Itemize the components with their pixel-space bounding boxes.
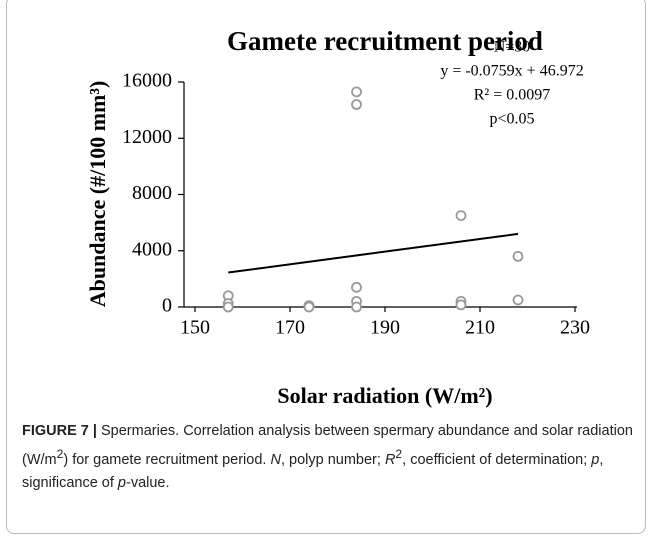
trend-line bbox=[228, 232, 519, 274]
chart: Gamete recruitment period Solar radiatio… bbox=[85, 26, 590, 408]
point bbox=[512, 294, 524, 306]
y-tick-label: 16000 bbox=[122, 70, 172, 92]
annotation: R² = 0.0097 bbox=[474, 87, 551, 104]
x-tick-label: 210 bbox=[465, 317, 495, 339]
point bbox=[455, 210, 467, 221]
point bbox=[455, 299, 467, 311]
caption-text: R bbox=[384, 451, 396, 468]
caption-text: , coefficient of determination; bbox=[402, 451, 592, 468]
caption-label: FIGURE 7 | bbox=[22, 423, 97, 439]
chart-title: Gamete recruitment period bbox=[227, 26, 543, 56]
x-tick-label: 190 bbox=[370, 317, 400, 339]
point bbox=[351, 86, 362, 98]
point bbox=[351, 281, 362, 293]
caption-text: p bbox=[117, 474, 126, 491]
y-tick-label: 8000 bbox=[132, 182, 172, 204]
x-axis-label: Solar radiation (W/m²) bbox=[277, 383, 492, 408]
y-axis-label: Abundance (#/100 mm³) bbox=[85, 81, 110, 308]
caption-text: -value. bbox=[126, 474, 170, 491]
caption-text: 2 bbox=[395, 447, 403, 461]
annotation: y = -0.0759x + 46.972 bbox=[440, 63, 583, 80]
y-tick-label: 0 bbox=[162, 295, 172, 317]
caption-text: , polyp number; bbox=[280, 451, 385, 468]
caption-text: 2 bbox=[56, 447, 64, 461]
caption-text: N bbox=[270, 451, 281, 468]
caption-text: , significance of bbox=[22, 451, 604, 491]
point bbox=[512, 250, 524, 262]
x-tick-label: 230 bbox=[560, 317, 590, 339]
caption-text: ) for gamete recruitment period. bbox=[63, 451, 271, 468]
point bbox=[303, 301, 315, 313]
figure-frame bbox=[6, 0, 646, 534]
y-tick-label: 12000 bbox=[122, 126, 172, 148]
caption-text: p bbox=[591, 451, 600, 468]
point bbox=[351, 99, 362, 110]
annotation: N=30 bbox=[494, 39, 531, 56]
caption-text: Spermaries. Correlation analysis between… bbox=[22, 423, 633, 468]
point bbox=[222, 301, 234, 313]
y-tick-label: 4000 bbox=[132, 238, 172, 260]
point bbox=[351, 301, 362, 313]
x-tick-label: 150 bbox=[180, 317, 210, 339]
caption: FIGURE 7 | Spermaries. Correlation analy… bbox=[22, 420, 634, 495]
x-tick-label: 170 bbox=[275, 317, 305, 339]
annotation: p<0.05 bbox=[489, 111, 534, 128]
